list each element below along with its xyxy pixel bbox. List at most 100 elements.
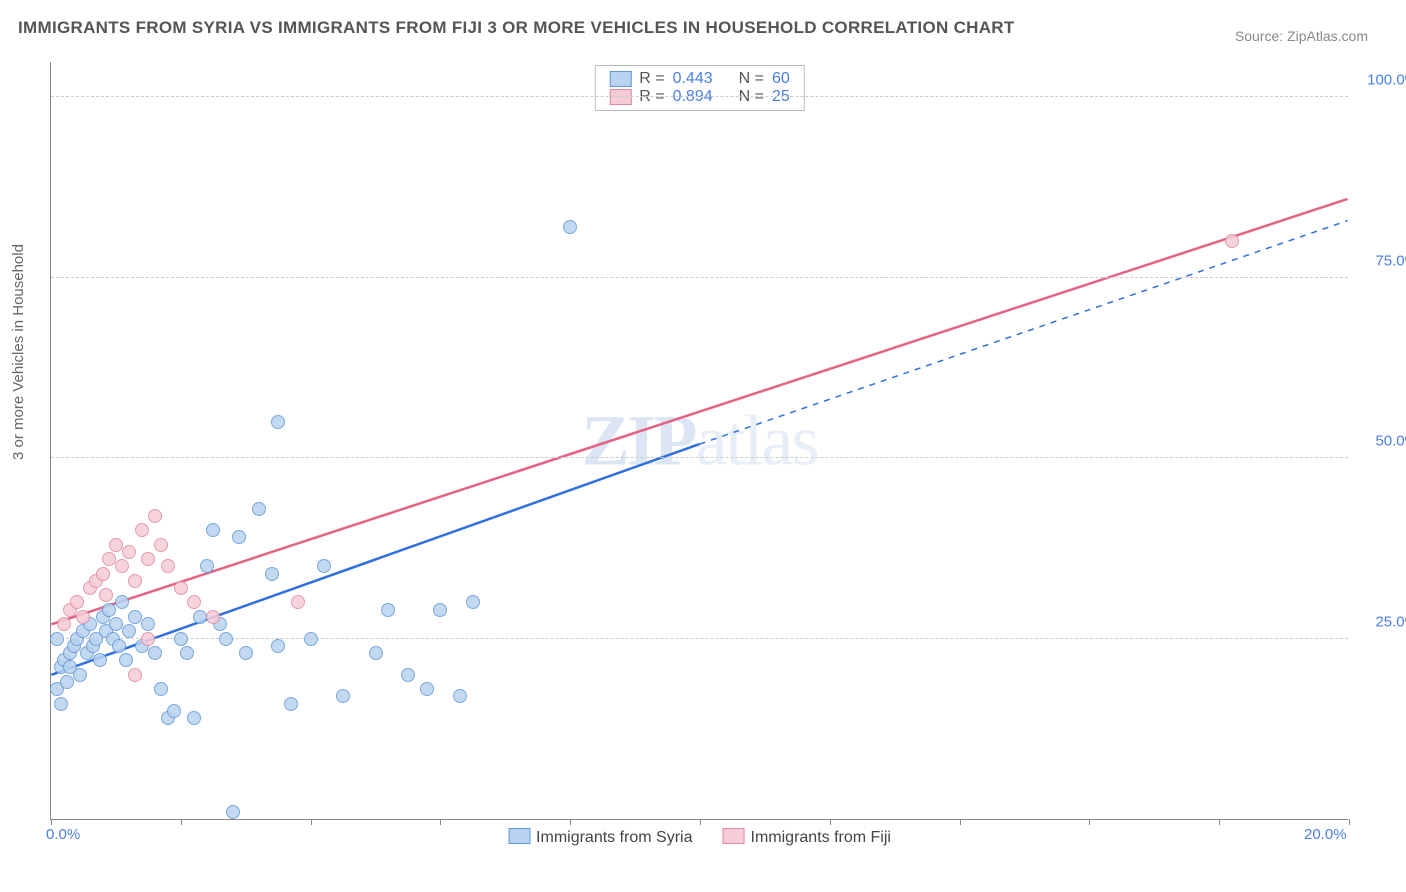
source-label: Source: ZipAtlas.com bbox=[1235, 28, 1368, 44]
data-point bbox=[63, 660, 77, 674]
data-point bbox=[76, 610, 90, 624]
data-point bbox=[161, 559, 175, 573]
legend-swatch bbox=[609, 71, 631, 87]
data-point bbox=[232, 530, 246, 544]
x-tick-label: 20.0% bbox=[1304, 826, 1347, 843]
data-point bbox=[200, 559, 214, 573]
data-point bbox=[93, 653, 107, 667]
data-point bbox=[115, 595, 129, 609]
data-point bbox=[381, 603, 395, 617]
data-point bbox=[174, 581, 188, 595]
data-point bbox=[291, 595, 305, 609]
data-point bbox=[122, 545, 136, 559]
data-point bbox=[60, 675, 74, 689]
data-point bbox=[122, 624, 136, 638]
chart-container: IMMIGRANTS FROM SYRIA VS IMMIGRANTS FROM… bbox=[0, 0, 1406, 892]
data-point bbox=[226, 805, 240, 819]
data-point bbox=[265, 567, 279, 581]
data-point bbox=[102, 603, 116, 617]
legend-n-value: 60 bbox=[772, 70, 790, 88]
y-tick-label: 25.0% bbox=[1358, 613, 1406, 630]
data-point bbox=[128, 668, 142, 682]
data-point bbox=[453, 689, 467, 703]
y-tick-label: 50.0% bbox=[1358, 433, 1406, 450]
data-point bbox=[102, 552, 116, 566]
data-point bbox=[284, 697, 298, 711]
x-tick-mark bbox=[181, 819, 182, 825]
gridline bbox=[51, 277, 1348, 278]
data-point bbox=[141, 632, 155, 646]
data-point bbox=[154, 538, 168, 552]
gridline bbox=[51, 96, 1348, 97]
data-point bbox=[304, 632, 318, 646]
x-tick-mark bbox=[570, 819, 571, 825]
data-point bbox=[219, 632, 233, 646]
data-point bbox=[96, 567, 110, 581]
legend-label: Immigrants from Syria bbox=[536, 829, 692, 846]
legend-r-label: R = bbox=[639, 70, 664, 88]
x-tick-mark bbox=[700, 819, 701, 825]
watermark: ZIPatlas bbox=[582, 399, 818, 482]
data-point bbox=[109, 538, 123, 552]
data-point bbox=[154, 682, 168, 696]
data-point bbox=[252, 502, 266, 516]
legend-row: R = 0.443 N = 60 bbox=[609, 70, 790, 88]
data-point bbox=[115, 559, 129, 573]
x-tick-mark bbox=[311, 819, 312, 825]
data-point bbox=[239, 646, 253, 660]
x-tick-label: 0.0% bbox=[46, 826, 80, 843]
data-point bbox=[206, 610, 220, 624]
data-point bbox=[187, 595, 201, 609]
legend-label: Immigrants from Fiji bbox=[751, 829, 891, 846]
x-tick-mark bbox=[1089, 819, 1090, 825]
data-point bbox=[148, 646, 162, 660]
data-point bbox=[109, 617, 123, 631]
data-point bbox=[187, 711, 201, 725]
data-point bbox=[128, 610, 142, 624]
correlation-legend: R = 0.443 N = 60 R = 0.894 N = 25 bbox=[594, 65, 805, 111]
data-point bbox=[180, 646, 194, 660]
data-point bbox=[420, 682, 434, 696]
legend-swatch bbox=[723, 828, 745, 844]
data-point bbox=[57, 617, 71, 631]
legend-swatch bbox=[508, 828, 530, 844]
data-point bbox=[563, 220, 577, 234]
data-point bbox=[206, 523, 220, 537]
legend-item: Immigrants from Syria bbox=[508, 828, 692, 847]
data-point bbox=[119, 653, 133, 667]
x-tick-mark bbox=[1349, 819, 1350, 825]
legend-n-label: N = bbox=[739, 70, 764, 88]
data-point bbox=[271, 639, 285, 653]
data-point bbox=[369, 646, 383, 660]
x-tick-mark bbox=[830, 819, 831, 825]
data-point bbox=[401, 668, 415, 682]
data-point bbox=[148, 509, 162, 523]
x-tick-mark bbox=[1219, 819, 1220, 825]
data-point bbox=[336, 689, 350, 703]
x-tick-mark bbox=[960, 819, 961, 825]
legend-item: Immigrants from Fiji bbox=[723, 828, 891, 847]
data-point bbox=[433, 603, 447, 617]
chart-title: IMMIGRANTS FROM SYRIA VS IMMIGRANTS FROM… bbox=[18, 18, 1015, 38]
legend-r-value: 0.443 bbox=[673, 70, 713, 88]
plot-area: ZIPatlas R = 0.443 N = 60 R = 0.894 N = … bbox=[50, 62, 1348, 820]
series-legend: Immigrants from Syria Immigrants from Fij… bbox=[508, 828, 891, 847]
data-point bbox=[141, 617, 155, 631]
y-tick-label: 75.0% bbox=[1358, 252, 1406, 269]
data-point bbox=[1225, 234, 1239, 248]
gridline bbox=[51, 457, 1348, 458]
data-point bbox=[99, 588, 113, 602]
trend-lines bbox=[51, 62, 1348, 819]
data-point bbox=[271, 415, 285, 429]
gridline bbox=[51, 638, 1348, 639]
data-point bbox=[174, 632, 188, 646]
data-point bbox=[70, 595, 84, 609]
data-point bbox=[50, 632, 64, 646]
data-point bbox=[317, 559, 331, 573]
x-tick-mark bbox=[51, 819, 52, 825]
data-point bbox=[54, 697, 68, 711]
y-axis-label: 3 or more Vehicles in Household bbox=[10, 244, 27, 460]
y-tick-label: 100.0% bbox=[1358, 72, 1406, 89]
data-point bbox=[141, 552, 155, 566]
data-point bbox=[193, 610, 207, 624]
